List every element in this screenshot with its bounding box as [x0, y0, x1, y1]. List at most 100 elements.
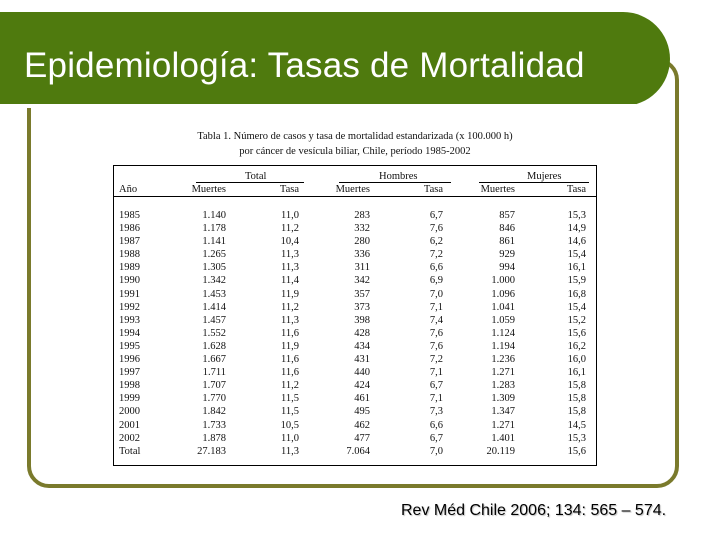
cell-women-rate: 15,6	[567, 327, 586, 339]
cell-women-deaths: 1.271	[491, 419, 515, 431]
cell-women-rate: 16,0	[567, 354, 586, 366]
table-row: 1985 1.140 11,0 283 6,7 857 15,3	[114, 210, 596, 223]
cell-total-deaths: 1.552	[202, 327, 226, 339]
cell-year: 2000	[119, 406, 140, 418]
cell-men-deaths: 461	[354, 393, 370, 405]
group-rule-mujeres	[479, 182, 589, 183]
header-rule	[114, 196, 596, 197]
cell-men-deaths: 7.064	[346, 445, 370, 457]
cell-men-deaths: 342	[354, 275, 370, 287]
cell-men-rate: 6,6	[429, 419, 443, 431]
cell-women-rate: 15,3	[567, 210, 586, 221]
column-header-men-deaths: Muertes	[335, 184, 370, 195]
cell-women-deaths: 1.124	[491, 327, 515, 339]
cell-women-deaths: 1.271	[491, 367, 515, 379]
cell-total-deaths: 1.305	[202, 262, 226, 274]
cell-total-rate: 10,4	[280, 236, 299, 248]
cell-total-deaths: 1.878	[202, 432, 226, 444]
cell-total-rate: 11,6	[281, 327, 299, 339]
cell-women-rate: 14,5	[567, 419, 586, 431]
table-row: 1998 1.707 11,2 424 6,7 1.283 15,8	[114, 380, 596, 393]
cell-men-rate: 7,6	[429, 327, 443, 339]
cell-men-rate: 7,1	[429, 367, 443, 379]
cell-women-deaths: 1.059	[491, 314, 515, 326]
cell-total-rate: 10,5	[280, 419, 299, 431]
title-underline	[0, 104, 636, 108]
source-citation: Rev Méd Chile 2006; 134: 565 – 574.	[401, 502, 667, 519]
group-header-total: Total	[245, 171, 267, 182]
cell-total-rate: 11,5	[281, 393, 299, 405]
cell-men-deaths: 495	[354, 406, 370, 418]
cell-year: 1989	[119, 262, 140, 274]
cell-year: 1994	[119, 327, 140, 339]
table-row: 1988 1.265 11,3 336 7,2 929 15,4	[114, 249, 596, 262]
cell-men-deaths: 434	[354, 340, 370, 352]
cell-men-rate: 7,1	[429, 301, 443, 313]
cell-men-deaths: 373	[354, 301, 370, 313]
table-row: 1989 1.305 11,3 311 6,6 994 16,1	[114, 262, 596, 275]
cell-total-deaths: 1.667	[202, 354, 226, 366]
table-row: 2001 1.733 10,5 462 6,6 1.271 14,5	[114, 420, 596, 433]
cell-men-rate: 6,6	[429, 262, 443, 274]
cell-men-rate: 7,6	[429, 340, 443, 352]
cell-women-deaths: 1.347	[491, 406, 515, 418]
cell-women-deaths: 1.096	[491, 288, 515, 300]
cell-total-rate: 11,9	[281, 340, 299, 352]
table-row: 1992 1.414 11,2 373 7,1 1.041 15,4	[114, 302, 596, 315]
cell-men-deaths: 462	[354, 419, 370, 431]
cell-year: 1996	[119, 354, 140, 366]
cell-men-deaths: 398	[354, 314, 370, 326]
cell-men-rate: 7,2	[429, 354, 443, 366]
table-row: 1987 1.141 10,4 280 6,2 861 14,6	[114, 236, 596, 249]
cell-year: 1997	[119, 367, 140, 379]
cell-women-deaths: 1.401	[491, 432, 515, 444]
cell-women-rate: 15,4	[567, 249, 586, 261]
table-row: 1995 1.628 11,9 434 7,6 1.194 16,2	[114, 341, 596, 354]
cell-men-rate: 7,2	[429, 249, 443, 261]
cell-women-deaths: 846	[499, 223, 515, 235]
cell-total-rate: 11,2	[281, 380, 299, 392]
column-header-men-rate: Tasa	[423, 184, 443, 195]
cell-total-rate: 11,3	[281, 262, 299, 274]
cell-women-rate: 16,8	[567, 288, 586, 300]
column-header-women-deaths: Muertes	[480, 184, 515, 195]
cell-year: 1991	[119, 288, 140, 300]
cell-year: 1985	[119, 210, 140, 221]
cell-total-rate: 11,3	[281, 445, 299, 457]
cell-men-rate: 7,4	[429, 314, 443, 326]
cell-women-rate: 15,8	[567, 393, 586, 405]
table-row: 1993 1.457 11,3 398 7,4 1.059 15,2	[114, 315, 596, 328]
cell-women-deaths: 861	[499, 236, 515, 248]
cell-men-deaths: 428	[354, 327, 370, 339]
cell-women-rate: 15,4	[567, 301, 586, 313]
cell-total-deaths: 1.141	[202, 236, 226, 248]
cell-year: 1986	[119, 223, 140, 235]
cell-total-deaths: 1.733	[202, 419, 226, 431]
cell-men-rate: 6,7	[429, 432, 443, 444]
cell-women-rate: 14,6	[567, 236, 586, 248]
cell-total-deaths: 1.342	[202, 275, 226, 287]
cell-men-deaths: 336	[354, 249, 370, 261]
cell-year: 1992	[119, 301, 140, 313]
table-caption-line1: Tabla 1. Número de casos y tasa de morta…	[197, 131, 513, 142]
cell-total-deaths: 1.842	[202, 406, 226, 418]
group-header-mujeres: Mujeres	[527, 171, 562, 182]
cell-men-deaths: 431	[354, 354, 370, 366]
cell-total-deaths: 1.628	[202, 340, 226, 352]
cell-total-deaths: 1.707	[202, 380, 226, 392]
cell-year: 2001	[119, 419, 140, 431]
table-row: 1999 1.770 11,5 461 7,1 1.309 15,8	[114, 393, 596, 406]
column-header-year: Año	[119, 184, 138, 195]
cell-men-rate: 6,7	[429, 210, 443, 221]
cell-women-deaths: 1.283	[491, 380, 515, 392]
cell-total-deaths: 27.183	[197, 445, 226, 457]
cell-men-deaths: 311	[354, 262, 370, 274]
group-rule-total	[196, 182, 304, 183]
mortality-table: Total Hombres Mujeres Año Muertes Tasa M…	[113, 165, 597, 466]
table-row: 1986 1.178 11,2 332 7,6 846 14,9	[114, 223, 596, 236]
cell-year: 1988	[119, 249, 140, 261]
cell-women-rate: 15,3	[567, 432, 586, 444]
table-row: 1996 1.667 11,6 431 7,2 1.236 16,0	[114, 354, 596, 367]
column-header-total-deaths: Muertes	[191, 184, 226, 195]
cell-total-deaths: 1.414	[202, 301, 226, 313]
